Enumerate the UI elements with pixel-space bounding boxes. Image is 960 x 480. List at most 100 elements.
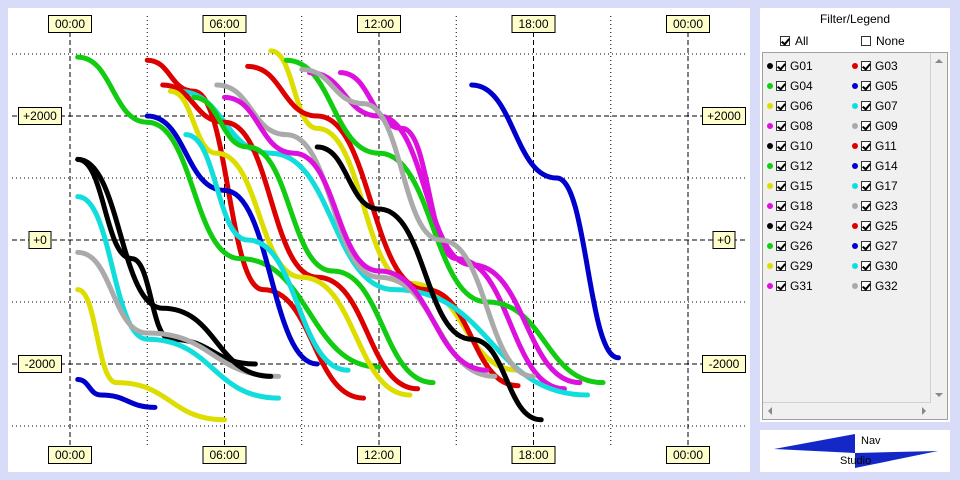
legend-checkbox[interactable] [776, 100, 786, 111]
series-track-g04 [75, 54, 382, 370]
scroll-up-icon[interactable] [935, 59, 943, 63]
x-tick-top-3: 18:00 [511, 15, 556, 33]
legend-checkbox[interactable] [861, 120, 871, 131]
legend-item-label: G11 [875, 138, 897, 153]
legend-color-dot-icon [852, 222, 858, 229]
legend-item-g01[interactable]: G01 [767, 57, 813, 73]
legend-checkbox[interactable] [861, 60, 871, 71]
legend-list[interactable]: G01 G03 G04 G05 G06 G07 G08 G09 G10 G11 G12 G14 G15 G… [762, 52, 948, 420]
legend-item-g06[interactable]: G06 [767, 97, 813, 113]
legend-color-dot-icon [767, 202, 773, 209]
legend-checkbox[interactable] [776, 200, 786, 211]
legend-checkbox[interactable] [776, 240, 786, 251]
series-track-g12 [283, 57, 606, 386]
legend-checkbox[interactable] [861, 100, 871, 111]
legend-checkbox[interactable] [861, 240, 871, 251]
legend-item-label: G03 [875, 58, 898, 73]
legend-item-label: G17 [875, 178, 898, 193]
scroll-right-icon[interactable] [922, 407, 926, 415]
legend-color-dot-icon [767, 222, 773, 229]
legend-item-g29[interactable]: G29 [767, 257, 813, 273]
legend-color-dot-icon [852, 162, 858, 169]
series-track-g25 [160, 82, 421, 392]
legend-checkbox[interactable] [776, 220, 786, 231]
legend-checkbox[interactable] [776, 260, 786, 271]
y-tick-right-1: +0 [712, 231, 736, 249]
legend-item-g23[interactable]: G23 [852, 197, 898, 213]
legend-color-dot-icon [767, 82, 773, 89]
legend-checkbox[interactable] [776, 180, 786, 191]
legend-checkbox[interactable] [776, 140, 786, 151]
legend-item-label: G24 [790, 218, 813, 233]
legend-checkbox[interactable] [861, 160, 871, 171]
series-track-g32 [299, 67, 536, 379]
scroll-down-icon[interactable] [935, 393, 943, 397]
legend-item-g04[interactable]: G04 [767, 77, 813, 93]
y-tick-right-2: -2000 [702, 355, 746, 373]
legend-checkbox[interactable] [776, 80, 786, 91]
legend-checkbox[interactable] [861, 80, 871, 91]
x-tick-bottom-0-text: 00:00 [55, 448, 85, 462]
scrollbar-corner [931, 403, 947, 419]
legend-item-label: G14 [875, 158, 898, 173]
legend-item-g18[interactable]: G18 [767, 197, 813, 213]
x-tick-top-2: 12:00 [357, 15, 401, 33]
legend-item-g10[interactable]: G10 [767, 137, 813, 153]
legend-item-label: G23 [875, 198, 898, 213]
legend-item-g09[interactable]: G09 [852, 117, 898, 133]
legend-item-g24[interactable]: G24 [767, 217, 813, 233]
legend-item-label: G26 [790, 238, 813, 253]
legend-color-dot-icon [852, 62, 858, 69]
legend-item-g08[interactable]: G08 [767, 117, 813, 133]
legend-checkbox[interactable] [861, 140, 871, 151]
y-tick-right-2-text: -2000 [709, 357, 740, 371]
skyplot-chart: 00:00 00:00 06:00 06:00 12:00 12:00 18:00 18:00… [12, 15, 746, 464]
legend-item-g05[interactable]: G05 [852, 77, 898, 93]
legend-item-g15[interactable]: G15 [767, 177, 813, 193]
vertical-scrollbar[interactable] [930, 53, 947, 403]
legend-checkbox[interactable] [861, 180, 871, 191]
legend-item-g27[interactable]: G27 [852, 237, 898, 253]
legend-checkbox[interactable] [861, 220, 871, 231]
legend-checkbox[interactable] [776, 60, 786, 71]
legend-color-dot-icon [767, 142, 773, 149]
filter-all-option[interactable]: All [780, 33, 808, 48]
legend-item-g11[interactable]: G11 [852, 137, 897, 153]
all-checkbox[interactable] [780, 35, 790, 46]
x-tick-bottom-3: 18:00 [511, 446, 556, 464]
horizontal-scrollbar[interactable] [763, 402, 931, 419]
legend-item-g14[interactable]: G14 [852, 157, 898, 173]
legend-item-g17[interactable]: G17 [852, 177, 898, 193]
legend-checkbox[interactable] [861, 280, 871, 291]
legend-item-label: G04 [790, 78, 813, 93]
x-tick-top-4: 00:00 [666, 15, 710, 33]
series-track-g31 [222, 94, 490, 373]
legend-item-g25[interactable]: G25 [852, 217, 898, 233]
legend-checkbox[interactable] [776, 160, 786, 171]
filter-none-option[interactable]: None [861, 33, 905, 48]
none-checkbox[interactable] [861, 35, 871, 46]
legend-item-label: G06 [790, 98, 813, 113]
legend-color-dot-icon [767, 122, 773, 129]
series-track-g26 [191, 94, 436, 386]
legend-checkbox[interactable] [776, 120, 786, 131]
legend-item-g31[interactable]: G31 [767, 277, 813, 293]
legend-item-g30[interactable]: G30 [852, 257, 898, 273]
legend-checkbox[interactable] [861, 200, 871, 211]
legend-item-g07[interactable]: G07 [852, 97, 898, 113]
legend-color-dot-icon [767, 242, 773, 249]
legend-item-g26[interactable]: G26 [767, 237, 813, 253]
legend-color-dot-icon [852, 142, 858, 149]
series-track-g07 [75, 194, 282, 401]
legend-item-g12[interactable]: G12 [767, 157, 813, 173]
legend-color-dot-icon [852, 262, 858, 269]
legend-item-label: G18 [790, 198, 813, 213]
y-tick-left-0-text: +2000 [23, 109, 57, 123]
scroll-left-icon[interactable] [768, 407, 772, 415]
legend-item-g03[interactable]: G03 [852, 57, 898, 73]
y-tick-right-0: +2000 [702, 107, 746, 125]
legend-item-g32[interactable]: G32 [852, 277, 898, 293]
legend-checkbox[interactable] [776, 280, 786, 291]
legend-checkbox[interactable] [861, 260, 871, 271]
x-tick-bottom-1: 06:00 [202, 446, 247, 464]
